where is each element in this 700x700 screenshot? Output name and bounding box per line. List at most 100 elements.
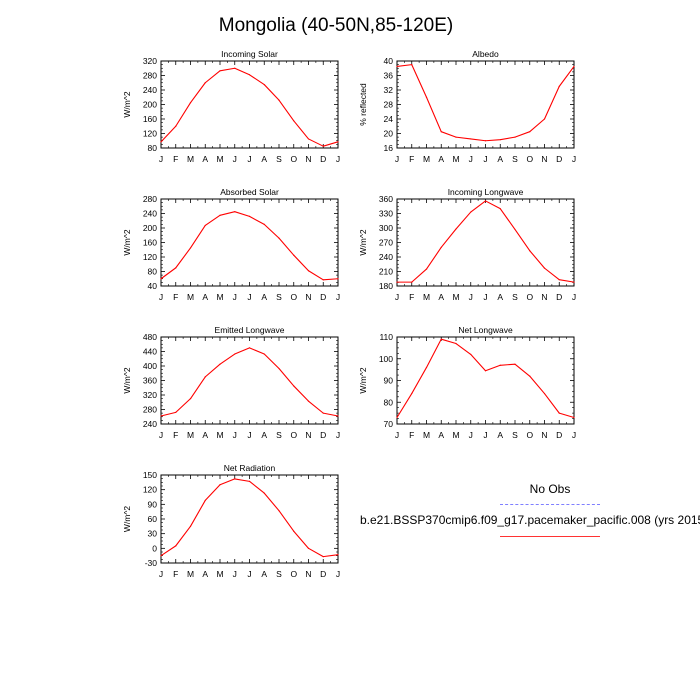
x-tick-label: N [305, 569, 311, 579]
data-point [499, 364, 501, 366]
data-point [440, 338, 442, 340]
x-tick-label: A [497, 430, 503, 440]
data-point [248, 215, 251, 217]
data-point [543, 267, 546, 269]
x-tick-label: A [497, 154, 503, 164]
y-tick-label: 270 [379, 238, 393, 248]
data-point [293, 530, 295, 532]
data-point [322, 279, 324, 281]
panel-title: Incoming Solar [221, 49, 278, 59]
x-tick-label: J [483, 154, 487, 164]
x-tick-label: J [395, 430, 399, 440]
data-point [499, 139, 501, 141]
x-tick-label: J [469, 430, 473, 440]
data-point [204, 499, 206, 502]
x-tick-label: S [512, 430, 518, 440]
y-axis-label: W/m^2 [122, 229, 132, 255]
x-tick-label: J [395, 292, 399, 302]
y-tick-label: 32 [384, 85, 394, 95]
legend-case-label: b.e21.BSSP370cmip6.f09_g17.pacemaker_pac… [360, 513, 700, 527]
data-point [455, 136, 457, 138]
x-tick-label: M [216, 154, 223, 164]
y-tick-label: 360 [143, 376, 157, 386]
data-point [322, 556, 324, 558]
data-point [573, 416, 575, 419]
x-tick-label: A [202, 292, 208, 302]
y-tick-label: 160 [143, 238, 157, 248]
y-tick-label: 110 [379, 332, 393, 342]
data-point [234, 211, 236, 213]
data-point [307, 400, 310, 402]
y-tick-label: 120 [143, 485, 157, 495]
x-tick-label: F [173, 292, 178, 302]
x-tick-label: J [572, 430, 576, 440]
x-tick-label: J [159, 569, 163, 579]
y-tick-label: 80 [148, 267, 158, 277]
data-point [470, 211, 472, 213]
panel-title: Net Longwave [458, 325, 513, 335]
data-point [175, 545, 177, 547]
x-tick-label: O [526, 292, 533, 302]
data-point [411, 64, 413, 66]
plot-frame [396, 198, 575, 287]
y-tick-label: 40 [384, 56, 394, 66]
data-point [411, 392, 413, 395]
x-tick-label: M [187, 154, 194, 164]
y-axis-label: W/m^2 [122, 367, 132, 393]
data-point [160, 415, 162, 417]
data-point [396, 281, 398, 283]
y-tick-label: 280 [143, 405, 157, 415]
data-point [484, 200, 487, 202]
data-point [278, 99, 280, 101]
y-tick-label: -30 [145, 558, 158, 568]
panel-title: Net Radiation [224, 463, 276, 473]
y-tick-label: 100 [379, 354, 393, 364]
x-tick-label: O [290, 154, 297, 164]
x-tick-label: J [247, 154, 251, 164]
y-tick-label: 240 [143, 85, 157, 95]
data-point [278, 510, 280, 512]
data-point [499, 208, 501, 210]
x-tick-label: D [556, 292, 562, 302]
y-tick-label: 240 [143, 209, 157, 219]
series-line [160, 67, 339, 147]
data-point [263, 83, 265, 86]
y-tick-label: 70 [384, 419, 394, 429]
x-tick-label: N [541, 430, 547, 440]
x-tick-label: A [202, 154, 208, 164]
data-point [337, 278, 339, 280]
data-point [558, 279, 560, 281]
data-point [573, 281, 575, 283]
data-point [455, 228, 457, 230]
x-tick-label: J [395, 154, 399, 164]
x-tick-label: J [247, 430, 251, 440]
data-point [558, 85, 560, 87]
x-tick-label: D [556, 154, 562, 164]
data-point [189, 102, 192, 104]
x-tick-label: O [526, 430, 533, 440]
x-tick-label: O [290, 430, 297, 440]
data-point [514, 228, 516, 231]
y-tick-label: 160 [143, 114, 157, 124]
data-point [189, 525, 192, 527]
data-point [484, 140, 487, 142]
series-line [160, 478, 339, 558]
data-point [529, 375, 531, 377]
x-tick-label: A [202, 569, 208, 579]
figure-title: Mongolia (40-50N,85-120E) [219, 15, 453, 36]
y-axis-label: W/m^2 [358, 229, 368, 255]
x-tick-label: S [276, 430, 282, 440]
y-tick-label: 90 [384, 376, 394, 386]
y-tick-label: 180 [379, 281, 393, 291]
data-point [160, 555, 162, 557]
y-axis-label: W/m^2 [122, 91, 132, 117]
data-point [189, 247, 192, 249]
x-tick-label: M [216, 430, 223, 440]
x-tick-label: N [305, 292, 311, 302]
x-tick-label: J [336, 430, 340, 440]
data-point [558, 412, 560, 414]
